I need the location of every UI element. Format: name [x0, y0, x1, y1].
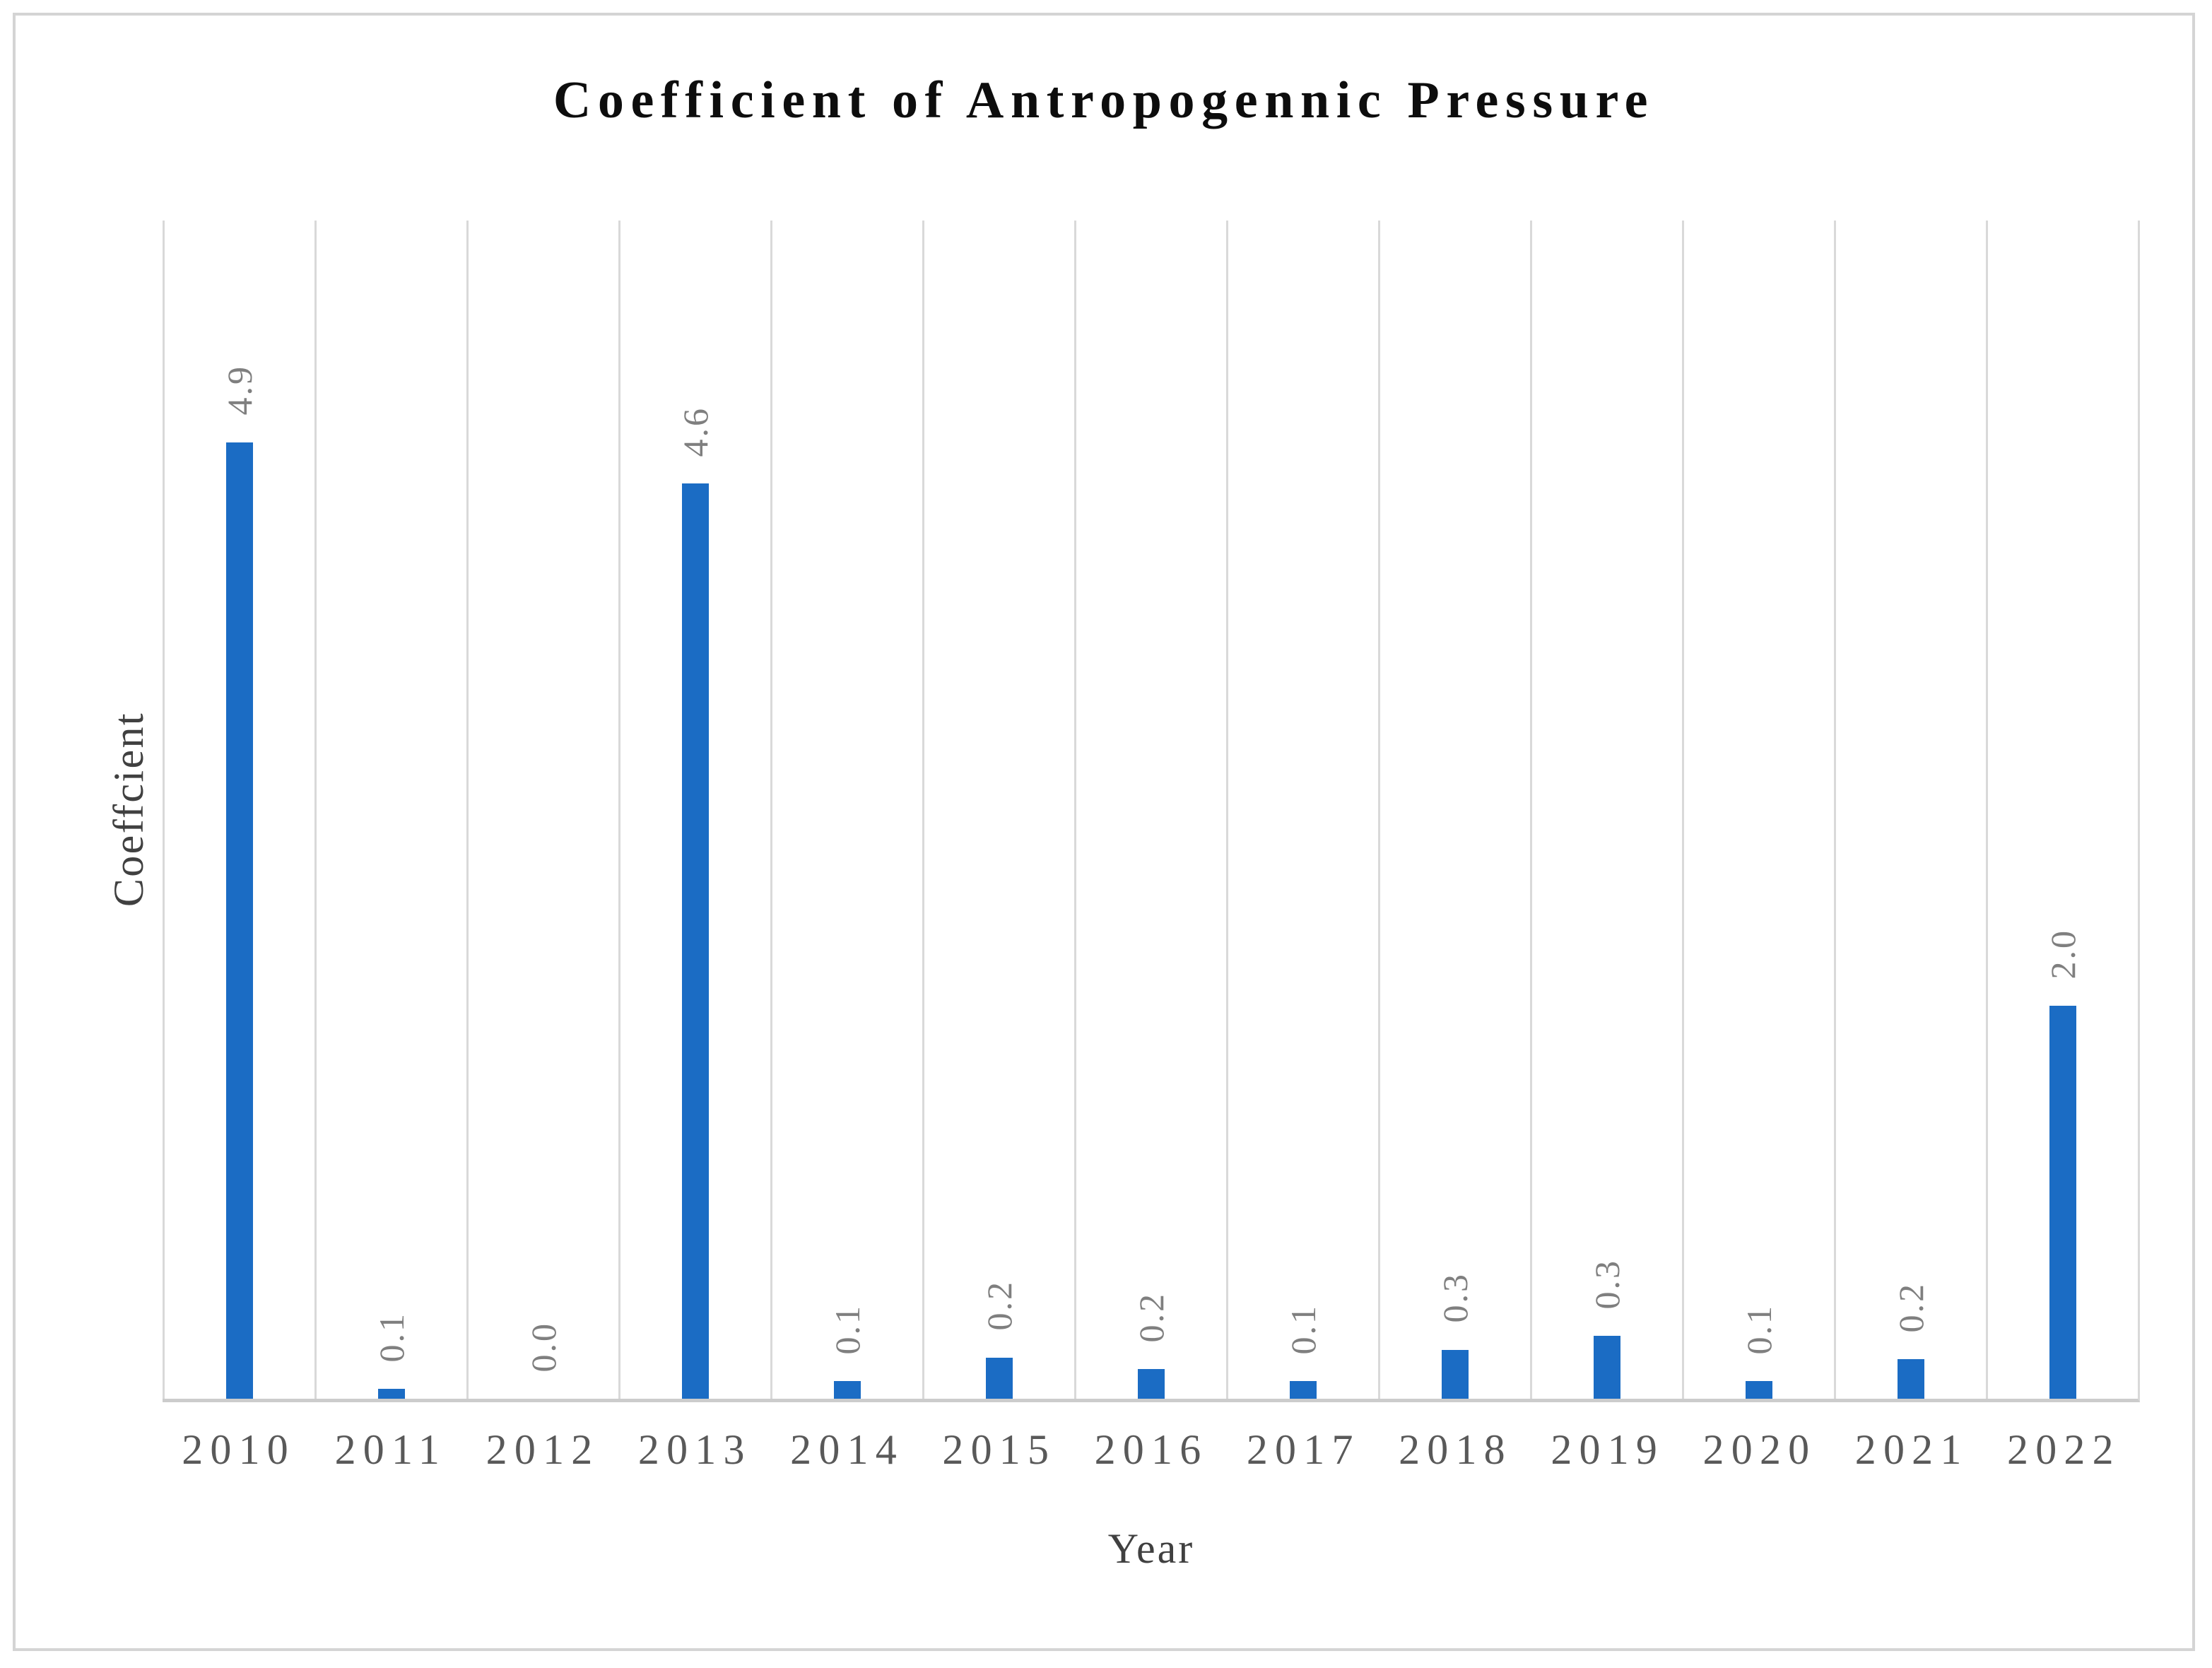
- x-tick-label-2022: 2022: [2007, 1426, 2121, 1473]
- bar-value-label-2021: 0.2: [1891, 1281, 1931, 1333]
- bar-2021: [1898, 1359, 1924, 1399]
- bar-value-label-2018: 0.3: [1435, 1272, 1475, 1323]
- y-axis-title-container: Coeffcient: [58, 221, 199, 1399]
- bar-2011: [378, 1389, 405, 1399]
- x-axis-tick-labels: 2010 2011 2012 2013 2014 2015 2016 2017 2018 2019…: [163, 1426, 2140, 1474]
- x-tick-label-2016: 2016: [1094, 1426, 1208, 1473]
- bar-value-label-2013: 4.6: [676, 406, 715, 457]
- bar-value-label-2022: 2.0: [2043, 928, 2083, 980]
- x-tick-label-2018: 2018: [1399, 1426, 1512, 1473]
- chart-column-2014: 0.1: [770, 221, 922, 1399]
- chart-column-2016: 0.2: [1074, 221, 1226, 1399]
- chart-figure: Coefficient of Antropogennic Pressure 4.…: [13, 13, 2195, 1651]
- chart-column-2018: 0.3: [1378, 221, 1530, 1399]
- chart-title: Coefficient of Antropogennic Pressure: [553, 71, 1655, 129]
- bar-value-label-2020: 0.1: [1739, 1303, 1779, 1355]
- chart-column-2020: 0.1: [1682, 221, 1834, 1399]
- chart-column-2015: 0.2: [922, 221, 1074, 1399]
- x-tick-label-2014: 2014: [790, 1426, 904, 1473]
- bar-2019: [1594, 1336, 1620, 1399]
- chart-column-2013: 4.6: [618, 221, 770, 1399]
- y-axis-title: Coeffcient: [105, 712, 152, 908]
- bar-value-label-2019: 0.3: [1587, 1258, 1627, 1310]
- bar-2016: [1138, 1369, 1165, 1399]
- bar-2020: [1746, 1381, 1772, 1399]
- bar-2017: [1290, 1381, 1317, 1399]
- chart-column-2011: 0.1: [314, 221, 466, 1399]
- chart-column-2010: 4.9: [163, 221, 314, 1399]
- x-tick-label-2019: 2019: [1551, 1426, 1665, 1473]
- bar-value-label-2015: 0.2: [979, 1280, 1019, 1331]
- bar-value-label-2014: 0.1: [828, 1303, 867, 1355]
- bar-value-label-2016: 0.2: [1131, 1291, 1171, 1343]
- x-tick-label-2015: 2015: [942, 1426, 1057, 1473]
- x-tick-label-2021: 2021: [1854, 1426, 1969, 1473]
- bar-2018: [1442, 1349, 1469, 1399]
- x-tick-label-2013: 2013: [637, 1426, 752, 1473]
- x-tick-label-2010: 2010: [182, 1426, 296, 1473]
- plot-area: 4.9 0.1 0.0 4.6 0.1 0.2 0.2 0.1 0.3 0.3 0.1 0.2 2.0: [163, 221, 2140, 1402]
- chart-column-2022: 2.0: [1986, 221, 2138, 1399]
- chart-column-2019: 0.3: [1530, 221, 1682, 1399]
- x-axis-title: Year: [1107, 1525, 1195, 1572]
- bar-value-label-2010: 4.9: [220, 365, 259, 416]
- bar-2022: [2049, 1006, 2076, 1399]
- bar-2015: [986, 1357, 1013, 1399]
- chart-column-2017: 0.1: [1226, 221, 1378, 1399]
- x-tick-label-2017: 2017: [1246, 1426, 1360, 1473]
- chart-column-2021: 0.2: [1834, 221, 1986, 1399]
- bar-value-label-2011: 0.1: [372, 1311, 411, 1363]
- bar-value-label-2012: 0.0: [524, 1321, 563, 1373]
- x-tick-label-2020: 2020: [1702, 1426, 1817, 1473]
- bar-value-label-2017: 0.1: [1283, 1303, 1323, 1355]
- x-tick-label-2011: 2011: [334, 1426, 447, 1473]
- bar-2013: [682, 483, 709, 1399]
- bar-2010: [226, 442, 253, 1399]
- x-tick-label-2012: 2012: [486, 1426, 600, 1473]
- chart-column-2012: 0.0: [466, 221, 618, 1399]
- bar-2014: [834, 1381, 861, 1399]
